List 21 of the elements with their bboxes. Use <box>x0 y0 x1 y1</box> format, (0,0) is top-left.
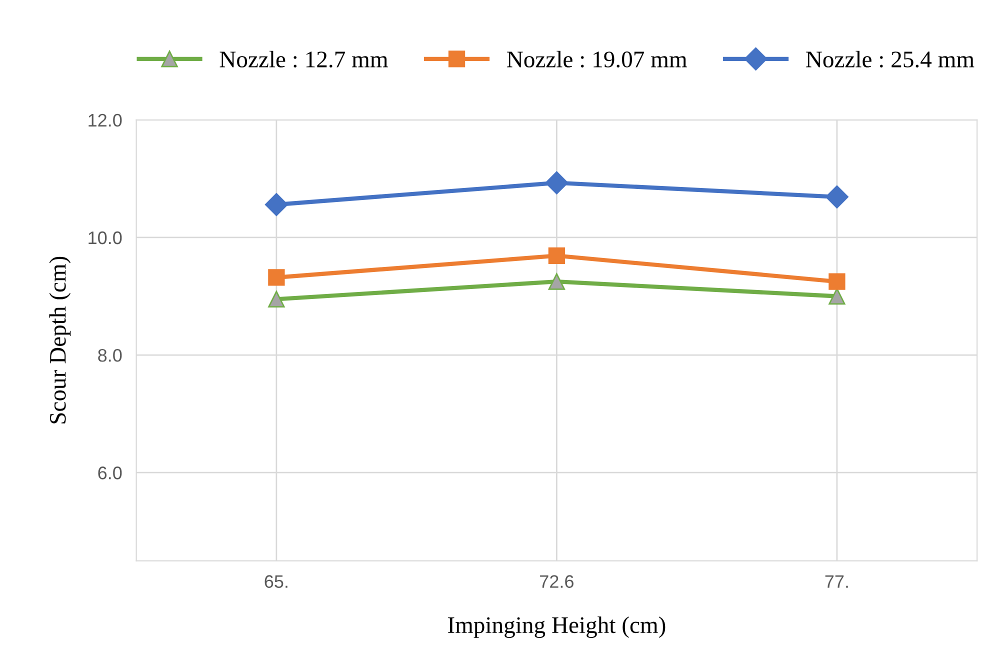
point <box>268 269 285 286</box>
y-tick-label: 12.0 <box>88 114 122 127</box>
point <box>264 193 288 216</box>
point <box>828 288 846 305</box>
point <box>548 273 566 290</box>
legend-label: Nozzle : 19.07 mm <box>507 50 687 68</box>
y-tick-label: 8.0 <box>98 348 122 362</box>
point <box>268 290 285 308</box>
legend-label: Nozzle : 25.4 mm <box>806 50 974 68</box>
x-tick-label: 77. <box>825 575 848 588</box>
point <box>545 171 568 194</box>
x-axis-title: Impinging Height (cm) <box>448 616 666 638</box>
x-tick-label: 72.6 <box>540 575 574 588</box>
y-axis-title: Scour Depth (cm) <box>49 256 71 424</box>
point <box>825 185 848 208</box>
point <box>548 247 566 264</box>
legend-label: Nozzle : 12.7 mm <box>220 50 388 68</box>
y-tick-label: 6.0 <box>98 466 122 480</box>
point <box>828 273 846 290</box>
y-tick-label: 10.0 <box>88 231 122 244</box>
x-tick-label: 65. <box>264 575 288 588</box>
